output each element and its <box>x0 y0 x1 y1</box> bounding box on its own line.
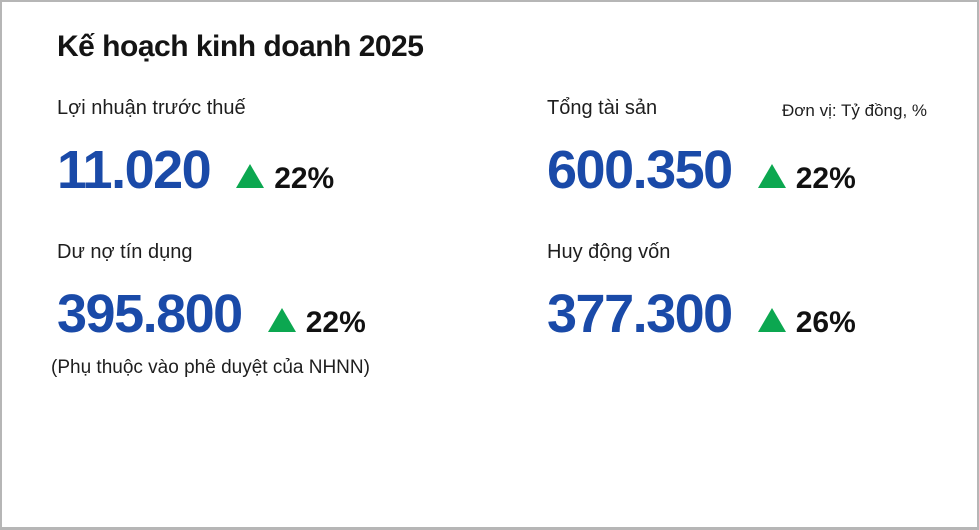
unit-note: Đơn vị: Tỷ đồng, % <box>782 101 928 120</box>
growth-percent: 22% <box>274 162 335 195</box>
triangle-up-icon <box>757 164 786 188</box>
metric-value: 377.300 <box>547 284 733 344</box>
metric-value-row: 11.020 22% <box>57 142 487 198</box>
triangle-up-icon <box>757 308 786 332</box>
metric-profit-before-tax: Lợi nhuận trước thuế 11.020 22% <box>57 96 487 198</box>
metric-label: Tổng tài sản <box>547 97 658 119</box>
metric-value-row: 395.800 22% <box>57 286 487 342</box>
triangle-up-icon <box>236 164 265 188</box>
growth-percent: 26% <box>795 306 856 339</box>
growth-percent: 22% <box>305 306 366 339</box>
metric-label: Dư nợ tín dụng <box>57 241 193 263</box>
metric-value: 395.800 <box>57 284 243 344</box>
metric-label: Lợi nhuận trước thuế <box>57 97 246 119</box>
metric-credit-outstanding: Dư nợ tín dụng 395.800 22% (Phụ thuộc và… <box>51 240 487 379</box>
triangle-up-icon <box>267 308 296 332</box>
approval-note: (Phụ thuộc vào phê duyệt của NHNN) <box>51 357 370 378</box>
page-title: Kế hoạch kinh doanh 2025 <box>57 30 424 63</box>
metric-label: Huy động vốn <box>547 241 671 263</box>
growth-percent: 22% <box>795 162 856 195</box>
metric-value: 600.350 <box>547 140 733 200</box>
metric-value-row: 377.300 26% <box>547 286 977 342</box>
metric-value-row: 600.350 22% <box>547 142 977 198</box>
metric-total-assets: Tổng tài sản 600.350 22% <box>547 96 977 198</box>
metric-value: 11.020 <box>57 140 212 200</box>
metric-capital-mobilization: Huy động vốn 377.300 26% <box>547 240 977 342</box>
